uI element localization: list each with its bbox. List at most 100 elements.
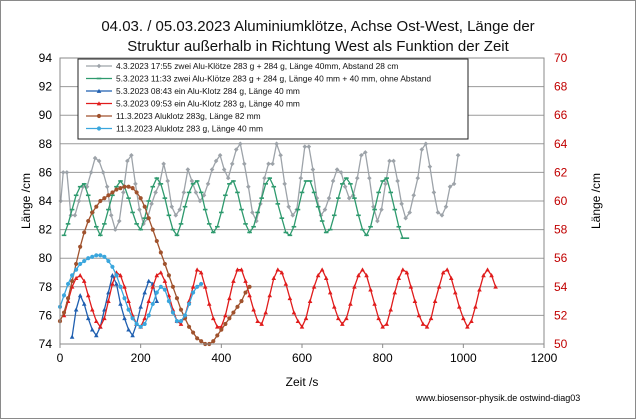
legend-label: 5.3.2023 09:53 ein Alu-Klotz 283 g, Läng… — [116, 99, 300, 109]
data-point — [90, 254, 95, 259]
data-point — [102, 196, 107, 201]
data-point — [114, 273, 119, 278]
data-point — [336, 315, 341, 321]
legend-label: 11.3.2023 Aluklotz 283g, Länge 82 mm — [116, 111, 261, 121]
y-tick-label-left: 86 — [39, 165, 53, 179]
data-point — [291, 310, 297, 315]
y-tick-label-left: 78 — [39, 280, 53, 294]
data-point — [412, 298, 418, 303]
data-point — [133, 181, 138, 187]
data-point — [255, 318, 260, 323]
data-point — [116, 218, 122, 224]
y-tick-label-left: 74 — [39, 337, 53, 351]
data-point — [146, 278, 152, 283]
data-point — [118, 284, 123, 289]
data-point — [165, 178, 170, 184]
y-tick-label-left: 92 — [39, 80, 53, 94]
data-point — [387, 158, 392, 164]
data-point — [89, 307, 95, 312]
data-point — [227, 295, 232, 301]
data-point — [96, 63, 102, 69]
data-point — [158, 284, 163, 289]
data-point — [271, 275, 277, 281]
data-point — [110, 273, 115, 278]
data-point — [473, 304, 478, 309]
data-point — [100, 170, 106, 175]
data-point — [170, 284, 176, 289]
y-tick-label-right: 66 — [554, 108, 568, 122]
series-6 — [57, 253, 204, 329]
legend-label: 5.3.2023 08:43 ein Alu-Klotz 284 g, Läng… — [116, 86, 300, 96]
x-tick-label: 600 — [292, 351, 312, 365]
data-point — [266, 161, 271, 167]
data-point — [298, 175, 304, 181]
data-point — [368, 287, 373, 292]
data-point — [225, 175, 231, 181]
data-point — [404, 270, 410, 275]
data-point — [416, 313, 422, 318]
data-point — [110, 264, 115, 269]
data-point — [306, 144, 312, 149]
data-point — [134, 321, 139, 327]
data-point — [403, 215, 408, 221]
y-tick-label-left: 80 — [39, 251, 53, 265]
data-point — [78, 261, 83, 266]
data-point — [141, 221, 146, 227]
data-point — [72, 213, 78, 218]
series-4 — [61, 267, 498, 329]
data-point — [90, 210, 95, 215]
data-point — [118, 186, 123, 191]
legend-label: 4.3.2023 17:55 zwei Alu-Klötze 283 g + 2… — [116, 61, 398, 71]
data-point — [223, 321, 228, 327]
data-point — [388, 307, 394, 312]
data-point — [198, 270, 204, 275]
series-1 — [58, 141, 461, 232]
data-point — [221, 167, 227, 172]
data-point — [154, 298, 160, 303]
data-point — [98, 198, 103, 204]
data-point — [94, 253, 99, 258]
data-point — [77, 293, 83, 298]
data-point — [302, 144, 308, 149]
data-point — [227, 316, 232, 321]
data-point — [186, 324, 192, 329]
data-point — [81, 278, 87, 283]
data-point — [242, 161, 247, 167]
data-point — [209, 167, 215, 172]
y-tick-label-left: 82 — [39, 223, 53, 237]
data-point — [219, 327, 224, 332]
data-point — [287, 295, 293, 301]
data-point — [129, 152, 134, 158]
data-point — [330, 178, 336, 184]
data-point — [380, 324, 385, 329]
data-point — [384, 321, 389, 326]
data-point — [166, 273, 171, 278]
data-point — [274, 141, 279, 147]
data-point — [267, 293, 273, 298]
data-point — [150, 227, 155, 232]
data-point — [322, 207, 328, 212]
data-point — [391, 158, 396, 164]
data-point — [182, 313, 188, 318]
data-point — [235, 304, 240, 309]
data-point — [202, 284, 208, 289]
data-point — [195, 336, 200, 341]
data-point — [154, 290, 159, 295]
data-point — [125, 158, 130, 164]
data-point — [108, 213, 114, 218]
data-point — [231, 278, 236, 283]
data-point — [173, 213, 179, 218]
y-axis-label-left: Länge /cm — [19, 173, 33, 229]
data-point — [427, 164, 433, 169]
data-point — [448, 275, 454, 281]
data-point — [205, 181, 211, 187]
data-point — [70, 273, 75, 278]
data-point — [229, 161, 235, 167]
data-point — [61, 310, 67, 315]
data-point — [85, 293, 91, 298]
data-point — [263, 310, 268, 315]
data-point — [231, 310, 236, 315]
data-point — [110, 281, 115, 286]
data-point — [278, 152, 283, 158]
data-point — [94, 333, 99, 338]
